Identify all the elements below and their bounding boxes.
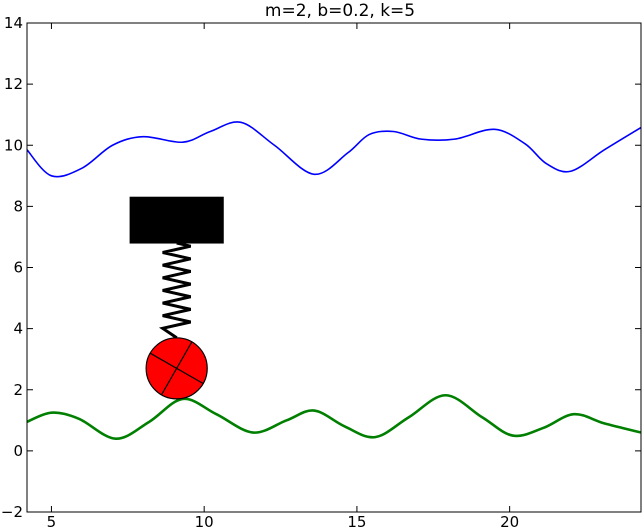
y-tick-label: 10 xyxy=(4,136,23,154)
y-tick-label: 14 xyxy=(4,14,23,32)
series-line-2 xyxy=(27,393,641,440)
x-tick-label: 15 xyxy=(347,513,366,530)
x-tick-label: 20 xyxy=(500,513,519,530)
x-tick-label: 10 xyxy=(195,513,214,530)
y-tick-label: 0 xyxy=(13,442,23,460)
y-tick-label: 2 xyxy=(13,381,23,399)
y-axis: −2 0 2 4 6 8 10 12 14 xyxy=(1,14,641,521)
series-layer xyxy=(27,121,641,440)
y-tick-label: 12 xyxy=(4,75,23,93)
x-tick-label: 5 xyxy=(47,513,57,530)
scene-layer xyxy=(129,196,224,400)
y-tick-label: 4 xyxy=(13,320,23,338)
y-tick-label: 8 xyxy=(13,197,23,215)
y-tick-label: −2 xyxy=(1,503,23,521)
spring xyxy=(158,241,192,340)
chart-title: m=2, b=0.2, k=5 xyxy=(265,1,415,21)
y-tick-label: 6 xyxy=(13,259,23,277)
plot-area: 5 10 15 20 −2 0 2 4 6 8 10 12 14 xyxy=(1,14,642,530)
mass-cross-line-2 xyxy=(149,352,204,385)
support-block xyxy=(129,196,224,244)
x-axis: 5 10 15 20 xyxy=(47,23,519,530)
series-line-1 xyxy=(27,121,641,178)
